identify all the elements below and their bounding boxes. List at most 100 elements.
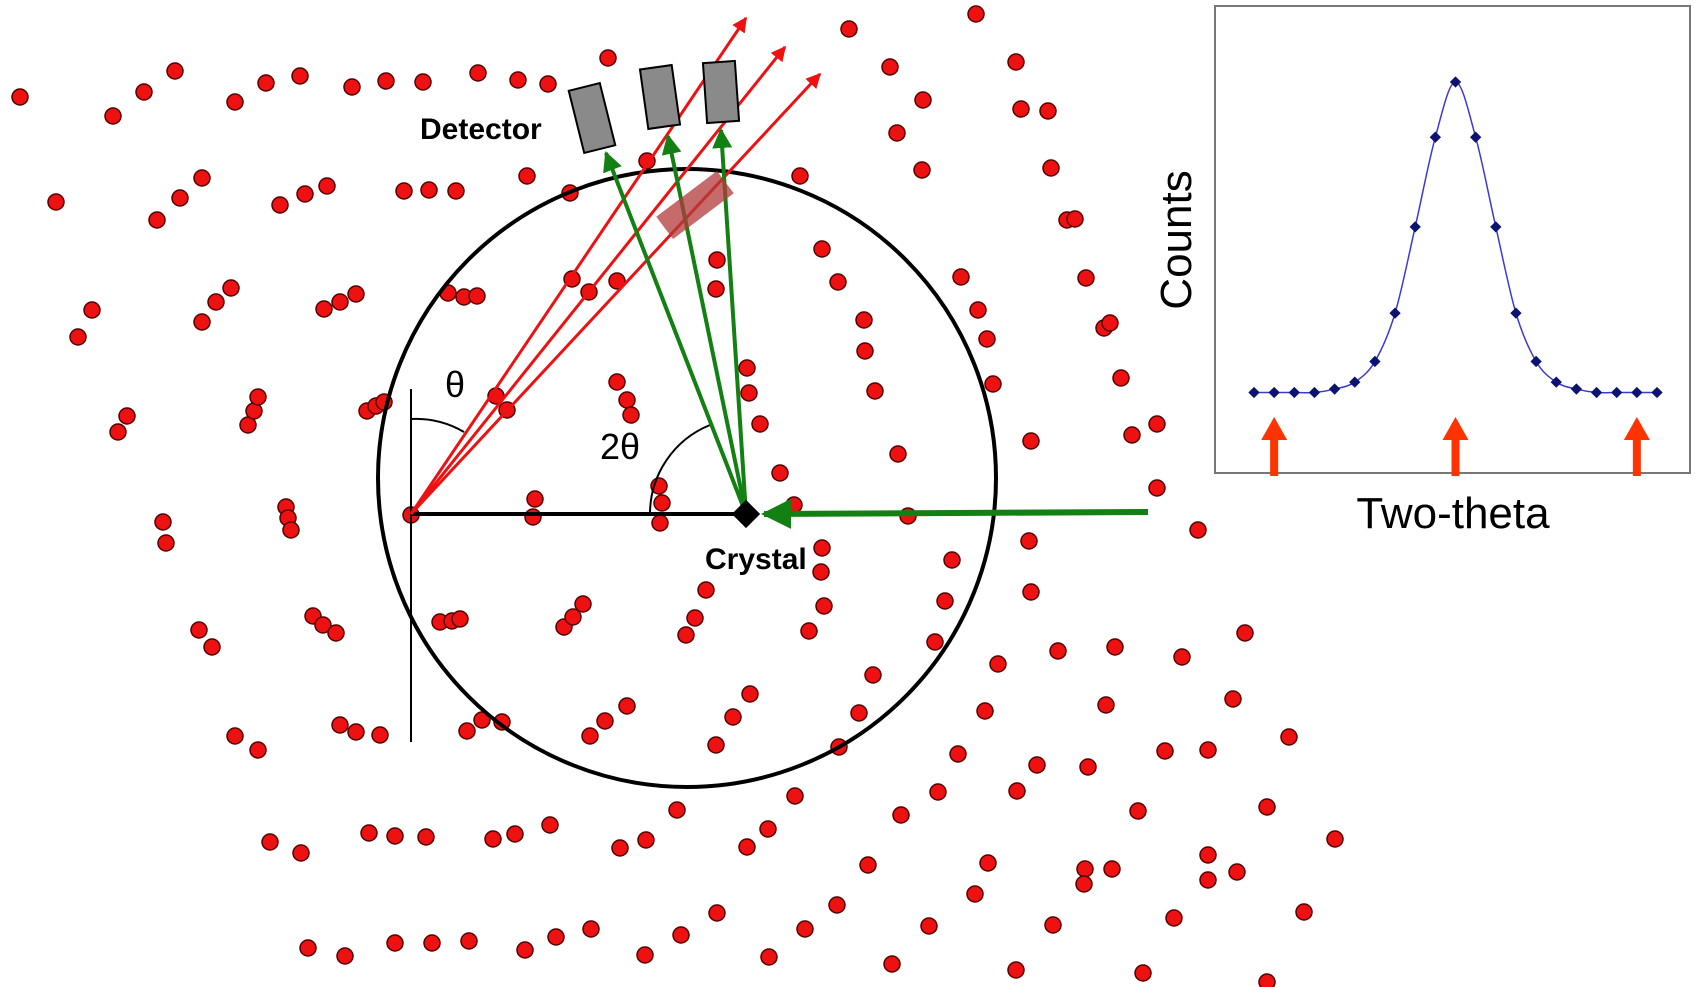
- atom-dot: [299, 939, 317, 957]
- atom-dot: [1258, 973, 1276, 987]
- atom-dot: [741, 685, 759, 703]
- atom-dot: [331, 716, 349, 734]
- atom-dot: [967, 5, 985, 23]
- chart-data-point: [1570, 383, 1583, 395]
- atom-dot: [829, 273, 847, 291]
- atom-dot: [1326, 830, 1344, 848]
- atom-dot: [828, 896, 846, 914]
- chart-up-arrow-icon: [1261, 417, 1288, 440]
- atom-dot: [423, 934, 441, 952]
- atom-dot: [11, 88, 29, 106]
- atom-dot: [1101, 314, 1119, 332]
- atom-dot: [386, 827, 404, 845]
- chart-up-arrow-shaft: [1270, 436, 1279, 476]
- detector-icon: [567, 81, 617, 155]
- diffraction-circle: [376, 167, 998, 789]
- atom-dot: [864, 666, 882, 684]
- atom-dot: [157, 534, 175, 552]
- atom-dot: [518, 167, 536, 185]
- atom-dot: [1103, 860, 1121, 878]
- atom-dot: [840, 20, 858, 38]
- atom-dot: [929, 783, 947, 801]
- atom-dot: [148, 211, 166, 229]
- atom-dot: [451, 610, 469, 628]
- atom-dot: [653, 494, 671, 512]
- crystal-label: Crystal: [705, 543, 807, 576]
- atom-dot: [581, 727, 599, 745]
- atom-dot: [473, 711, 491, 729]
- atom-dot: [1295, 903, 1313, 921]
- chart-up-arrow-icon: [1442, 417, 1469, 440]
- chart-data-point: [1550, 376, 1562, 388]
- atom-dot: [989, 655, 1007, 673]
- atom-dot: [574, 595, 592, 613]
- atom-dot: [83, 301, 101, 319]
- atom-dot: [118, 407, 136, 425]
- atom-dot: [226, 93, 244, 111]
- atom-dot: [377, 72, 395, 90]
- atom-dot: [791, 167, 809, 185]
- atom-dot: [596, 712, 614, 730]
- atom-dot: [672, 926, 690, 944]
- atom-dot: [969, 301, 987, 319]
- atom-dot: [1049, 642, 1067, 660]
- atom-dot: [447, 182, 465, 200]
- atom-dot: [271, 196, 289, 214]
- lattice-atoms: [11, 5, 1344, 987]
- atom-dot: [458, 722, 476, 740]
- atom-dot: [1199, 871, 1217, 889]
- atom-dot: [1148, 479, 1166, 497]
- atom-dot: [920, 917, 938, 935]
- atom-dot: [622, 406, 640, 424]
- atom-dot: [1165, 909, 1183, 927]
- incident-beam-arrow: [761, 498, 1149, 529]
- atom-dot: [1156, 742, 1174, 760]
- chart-data-point: [1268, 386, 1280, 399]
- atom-dot: [866, 382, 884, 400]
- atom-dot: [1236, 624, 1254, 642]
- atom-dot: [166, 62, 184, 80]
- atom-dot: [420, 181, 438, 199]
- atom-dot: [708, 251, 726, 269]
- chart-data-point: [1248, 386, 1260, 399]
- atom-dot: [1012, 100, 1030, 118]
- atom-dot: [193, 313, 211, 331]
- atom-dot: [668, 801, 686, 819]
- atom-dot: [979, 854, 997, 872]
- atom-dot: [796, 920, 814, 938]
- atom-dot: [984, 375, 1002, 393]
- chart-data-point: [1308, 386, 1321, 399]
- atom-dot: [707, 280, 725, 298]
- atom-dot: [203, 638, 221, 656]
- atom-dot: [738, 838, 756, 856]
- atom-dot: [1077, 269, 1095, 287]
- atom-dot: [637, 831, 655, 849]
- atom-dot: [1189, 521, 1207, 539]
- atom-dot: [618, 697, 636, 715]
- two-theta-label: 2θ: [600, 426, 640, 467]
- atom-dot: [1199, 741, 1217, 759]
- atom-dot: [484, 830, 502, 848]
- translucent-detector-icon: [656, 170, 734, 240]
- atom-dot: [318, 177, 336, 195]
- atom-dot: [889, 445, 907, 463]
- atom-dot: [154, 513, 172, 531]
- atom-dot: [883, 955, 901, 973]
- atom-dot: [1280, 728, 1298, 746]
- chart-data-point: [1651, 386, 1663, 399]
- counts-vs-two-theta-chart: Two-theta Counts: [1152, 5, 1691, 538]
- atom-dot: [1148, 415, 1166, 433]
- chart-data-point: [1429, 131, 1442, 143]
- atom-dot: [207, 293, 225, 311]
- atom-dot: [1112, 369, 1130, 387]
- atom-dot: [913, 161, 931, 179]
- atom-dot: [771, 464, 789, 482]
- atom-dot: [539, 75, 557, 93]
- atom-dot: [926, 633, 944, 651]
- atom-dot: [1075, 875, 1093, 893]
- atom-dot: [547, 928, 565, 946]
- atom-dot: [608, 373, 626, 391]
- atom-dot: [815, 597, 833, 615]
- atom-dot: [524, 508, 542, 526]
- atom-dot: [1007, 53, 1025, 71]
